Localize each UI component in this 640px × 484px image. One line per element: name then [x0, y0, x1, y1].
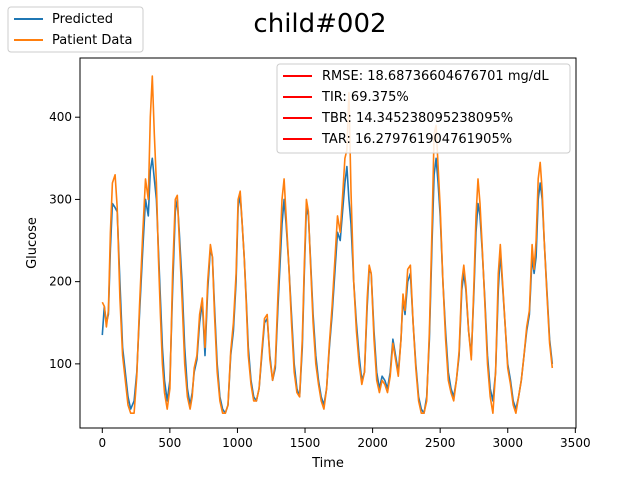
- y-axis-label: Glucose: [25, 217, 40, 269]
- x-tick-label: 1000: [222, 436, 253, 450]
- x-tick-label: 500: [158, 436, 181, 450]
- y-tick-label: 200: [49, 275, 72, 289]
- y-tick-label: 300: [49, 192, 72, 206]
- x-tick-label: 0: [98, 436, 106, 450]
- legend-entry-predicted: Predicted: [52, 12, 113, 27]
- ticks-layer: 0 500 1000 1500 2000 2500 3000 3500 100 200 300 400: [49, 110, 591, 450]
- metric-tbr: TBR: 14.345238095238095%: [321, 111, 513, 126]
- series-layer: [101, 75, 554, 415]
- x-tick-label: 3500: [560, 436, 591, 450]
- x-tick-label: 1500: [290, 436, 321, 450]
- metric-tar: TAR: 16.279761904761905%: [321, 132, 512, 147]
- x-tick-label: 2000: [357, 436, 388, 450]
- metric-rmse: RMSE: 18.68736604676701 mg/dL: [322, 69, 549, 84]
- series-line-patient-data: [101, 75, 554, 415]
- legend-metrics: RMSE: 18.68736604676701 mg/dL TIR: 69.37…: [276, 63, 571, 154]
- metric-tir: TIR: 69.375%: [321, 90, 409, 105]
- legend-main: Predicted Patient Data: [7, 6, 144, 53]
- y-tick-label: 100: [49, 357, 72, 371]
- legend-metrics-box: [276, 63, 571, 154]
- x-axis-label: Time: [311, 456, 344, 471]
- legend-entry-patient: Patient Data: [52, 33, 132, 48]
- y-tick-label: 400: [49, 110, 72, 124]
- chart-title: child#002: [253, 9, 386, 39]
- x-tick-label: 2500: [425, 436, 456, 450]
- plot-area: [79, 57, 577, 429]
- x-tick-label: 3000: [492, 436, 523, 450]
